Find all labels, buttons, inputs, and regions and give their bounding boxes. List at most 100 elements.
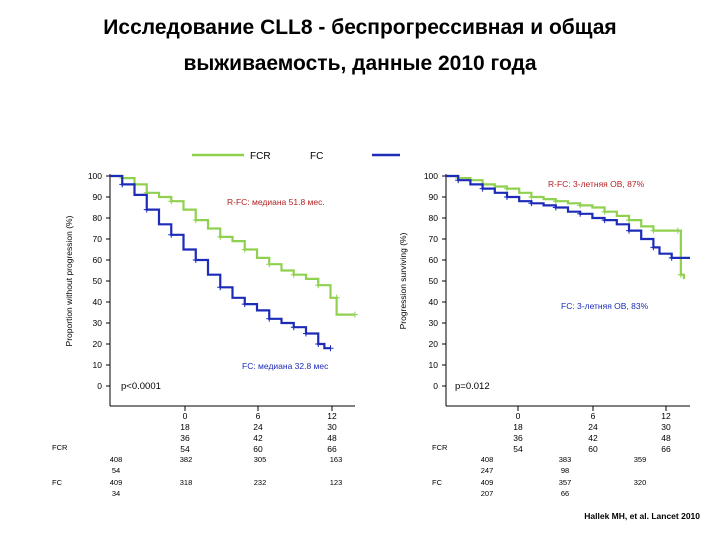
risk-value: 382 xyxy=(180,455,193,464)
y-tick-label: 100 xyxy=(88,171,102,181)
risk-value: 359 xyxy=(634,455,647,464)
censor-mark xyxy=(333,294,340,301)
annotation-fc: FC: 3-летняя ОВ, 83% xyxy=(561,301,649,311)
x-tick-label: 30 xyxy=(661,422,671,432)
risk-value: 54 xyxy=(112,466,120,475)
risk-value: 66 xyxy=(561,489,569,498)
y-tick-label: 70 xyxy=(429,234,439,244)
x-tick-label: 18 xyxy=(180,422,190,432)
risk-value: 207 xyxy=(481,489,494,498)
risk-row-label-fc: FC xyxy=(432,478,443,487)
censor-mark xyxy=(479,185,486,192)
x-tick-label: 12 xyxy=(327,411,337,421)
censor-mark xyxy=(352,311,358,318)
y-tick-label: 10 xyxy=(93,360,103,370)
censor-mark xyxy=(601,217,608,224)
censor-mark xyxy=(668,254,675,261)
annotation-fcr: R-FC: медиана 51.8 мес. xyxy=(227,197,325,207)
x-tick-label: 54 xyxy=(180,444,190,454)
x-tick-label: 36 xyxy=(513,433,523,443)
y-tick-label: 20 xyxy=(93,339,103,349)
y-tick-label: 10 xyxy=(429,360,439,370)
y-tick-label: 80 xyxy=(93,213,103,223)
censor-mark xyxy=(315,282,322,289)
y-tick-label: 60 xyxy=(93,255,103,265)
p-value: p<0.0001 xyxy=(121,381,161,392)
censor-mark xyxy=(528,194,535,200)
censor-mark xyxy=(241,246,248,253)
x-tick-label: 18 xyxy=(513,422,523,432)
annotation-fc: FC: медиана 32.8 мес xyxy=(242,361,329,371)
censor-mark xyxy=(577,202,584,209)
x-tick-label: 60 xyxy=(588,444,598,454)
p-value: p=0.012 xyxy=(455,381,490,392)
y-tick-label: 30 xyxy=(429,318,439,328)
y-tick-label: 0 xyxy=(97,381,102,391)
risk-value: 409 xyxy=(110,478,123,487)
censor-mark xyxy=(677,271,684,278)
censor-mark xyxy=(315,341,322,347)
x-tick-label: 66 xyxy=(661,444,671,454)
series-line-fcr xyxy=(446,174,685,279)
censor-mark xyxy=(217,284,224,291)
censor-mark xyxy=(290,271,297,278)
censor-mark xyxy=(577,210,584,217)
risk-row-label-fcr: FCR xyxy=(52,443,68,452)
risk-value: 409 xyxy=(481,478,494,487)
risk-value: 123 xyxy=(330,478,343,487)
y-tick-label: 40 xyxy=(429,297,439,307)
y-tick-label: 100 xyxy=(424,171,438,181)
risk-value: 305 xyxy=(254,455,267,464)
x-tick-label: 54 xyxy=(513,444,523,454)
legend-fc-label: FC xyxy=(310,151,323,162)
censor-mark xyxy=(626,227,632,234)
y-tick-label: 0 xyxy=(433,381,438,391)
x-tick-label: 30 xyxy=(327,422,337,432)
y-tick-label: 40 xyxy=(93,297,103,307)
y-tick-label: 50 xyxy=(429,276,439,286)
x-tick-label: 42 xyxy=(253,433,263,443)
censor-mark xyxy=(266,315,273,322)
risk-value: 34 xyxy=(112,489,120,498)
risk-value: 318 xyxy=(180,478,193,487)
y-tick-label: 90 xyxy=(93,192,103,202)
x-tick-label: 60 xyxy=(253,444,263,454)
x-tick-label: 12 xyxy=(661,411,671,421)
y-tick-label: 30 xyxy=(93,318,103,328)
x-tick-label: 6 xyxy=(591,411,596,421)
censor-mark xyxy=(168,198,175,205)
risk-value: 408 xyxy=(481,455,494,464)
x-tick-label: 24 xyxy=(588,422,598,432)
y-tick-label: 60 xyxy=(429,255,439,265)
risk-value: 320 xyxy=(634,478,647,487)
x-tick-label: 0 xyxy=(183,411,188,421)
risk-row-label-fc: FC xyxy=(52,478,63,487)
x-tick-label: 48 xyxy=(327,433,337,443)
risk-value: 383 xyxy=(559,455,572,464)
censor-mark xyxy=(504,185,510,192)
y-tick-label: 90 xyxy=(429,192,439,202)
legend-fcr-label: FCR xyxy=(250,151,271,162)
x-tick-label: 42 xyxy=(588,433,598,443)
y-tick-label: 50 xyxy=(93,276,103,286)
censor-mark xyxy=(552,198,559,205)
censor-mark xyxy=(601,208,608,215)
censor-mark xyxy=(674,227,681,234)
censor-mark xyxy=(192,217,199,224)
risk-value: 357 xyxy=(559,478,572,487)
risk-row-label-fcr: FCR xyxy=(432,443,448,452)
censor-mark xyxy=(504,194,510,200)
censor-mark xyxy=(528,200,535,207)
censor-mark xyxy=(241,301,248,308)
y-tick-label: 70 xyxy=(93,234,103,244)
slide-title-line1: Исследование CLL8 - беспрогрессивная и о… xyxy=(103,16,617,39)
y-axis-title: Progression surviving (%) xyxy=(398,232,408,329)
x-tick-label: 6 xyxy=(256,411,261,421)
censor-mark xyxy=(119,181,126,188)
slide-title-line2: выживаемость, данные 2010 года xyxy=(183,52,537,75)
censor-mark xyxy=(192,257,199,263)
censor-mark xyxy=(217,233,224,240)
